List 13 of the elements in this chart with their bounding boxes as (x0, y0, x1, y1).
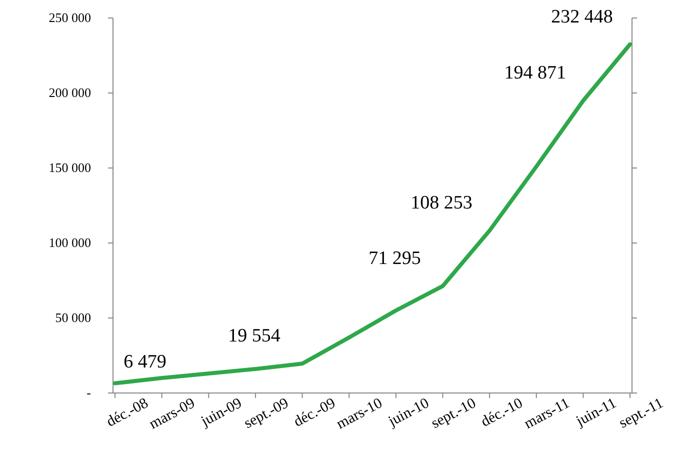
y-tick-label: 50 000 (55, 310, 91, 326)
y-tick-label: 150 000 (48, 160, 91, 176)
line-series (113, 42, 632, 386)
y-tick-label: 100 000 (48, 235, 91, 250)
y-tick-label: - (86, 385, 91, 400)
y-tick-label: 250 000 (48, 10, 91, 26)
data-label: 19 554 (228, 326, 281, 347)
data-label: 108 253 (410, 192, 472, 214)
data-label: 232 448 (551, 6, 613, 28)
data-label: 71 295 (368, 248, 421, 270)
data-label: 194 871 (504, 62, 566, 84)
data-label: 6 479 (124, 351, 166, 372)
y-tick-label: 200 000 (48, 85, 91, 100)
